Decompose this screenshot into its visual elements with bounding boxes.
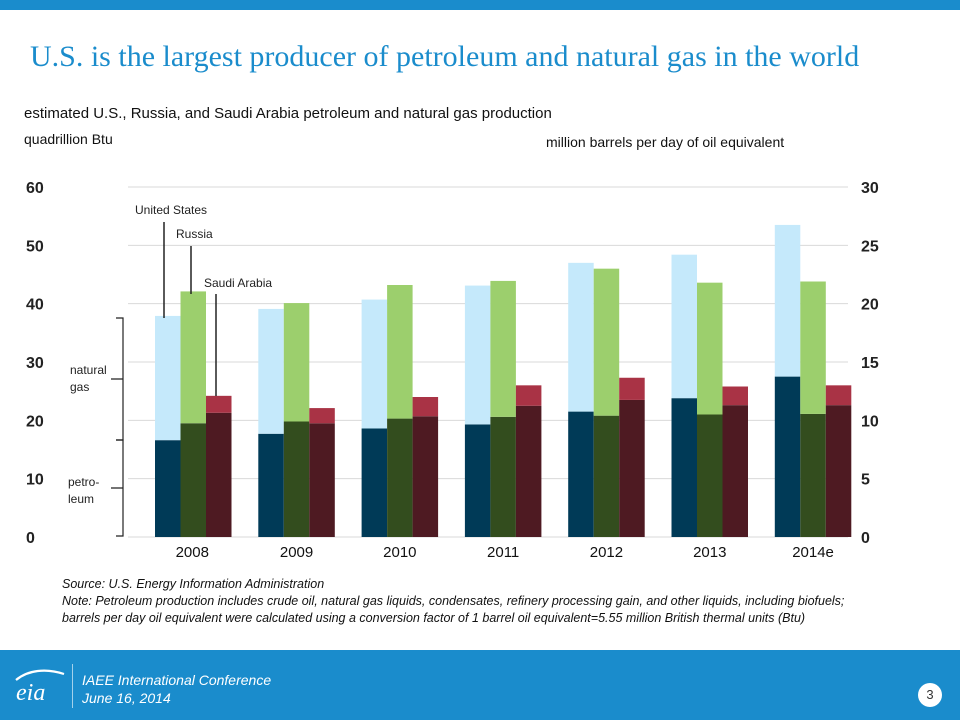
left-axis-tick-label: 40 [26,297,44,314]
source-text: Source: U.S. Energy Information Administ… [62,577,325,591]
footer-bar: eia IAEE International Conference June 1… [0,650,960,720]
category-label: 2013 [693,544,726,561]
bar-russia-natural-gas [180,291,206,424]
bar-saudi-arabia-petroleum [515,405,542,537]
petroleum-bracket-label: petro- [68,475,99,489]
bar-russia-natural-gas [800,281,826,414]
right-axis-tick-label: 25 [861,238,879,255]
bar-saudi-arabia-natural-gas [206,395,232,413]
bar-united-states-petroleum [155,440,181,537]
bar-russia-natural-gas [387,285,413,419]
bar-united-states-natural-gas [258,308,284,434]
category-label: 2011 [487,544,519,561]
conference-name: IAEE International Conference [82,672,272,688]
series-label: Russia [176,227,213,241]
bar-russia-petroleum [387,418,413,537]
petroleum-bracket [111,439,124,537]
right-axis-tick-label: 30 [861,180,879,197]
bar-saudi-arabia-petroleum [206,412,232,537]
natural-gas-bracket-label: gas [70,380,89,394]
bar-united-states-petroleum [361,428,388,537]
production-chart: 0 10 20 30 40 50 60 0 5 10 15 20 25 30 2008 2009 2010 201… [26,180,879,561]
bar-saudi-arabia-natural-gas [722,386,748,406]
bar-united-states-natural-gas [671,254,697,399]
bar-russia-petroleum [283,421,310,537]
source-note: Source: U.S. Energy Information Administ… [62,576,862,627]
left-axis-tick-label: 0 [26,530,35,547]
bar-saudi-arabia-petroleum [825,405,852,537]
bar-united-states-natural-gas [464,285,491,425]
left-axis-tick-label: 30 [26,355,44,372]
bar-saudi-arabia-petroleum [309,423,335,537]
bar-russia-natural-gas [697,282,723,415]
bar-russia-natural-gas [490,280,516,417]
bar-russia-natural-gas [593,268,620,416]
left-axis-unit: quadrillion Btu [24,131,113,147]
right-axis-tick-label: 5 [861,472,870,489]
bar-united-states-petroleum [258,433,284,537]
series-label: United States [135,203,207,217]
chart-subtitle: estimated U.S., Russia, and Saudi Arabia… [24,105,552,122]
right-axis-tick-label: 15 [861,355,879,372]
conference-date: June 16, 2014 [82,690,171,706]
page-title: U.S. is the largest producer of petroleu… [30,40,860,73]
bar-united-states-natural-gas [155,315,181,441]
bar-united-states-petroleum [671,398,697,537]
bar-saudi-arabia-petroleum [412,416,439,537]
left-axis-tick-label: 50 [26,238,44,255]
right-axis-tick-label: 20 [861,297,879,314]
bar-saudi-arabia-petroleum [722,405,748,537]
logo-text: eia [16,680,45,706]
bar-saudi-arabia-natural-gas [412,397,439,417]
note-text: Note: Petroleum production includes crud… [62,594,845,625]
page-number: 3 [918,683,942,707]
category-label: 2014e [792,544,834,561]
bar-united-states-natural-gas [568,262,594,412]
category-label: 2012 [590,544,623,561]
bar-saudi-arabia-natural-gas [825,385,852,406]
bar-russia-petroleum [180,423,206,537]
left-axis-tick-label: 20 [26,413,44,430]
bar-russia-petroleum [800,413,826,537]
bar-united-states-natural-gas [361,299,388,429]
bar-united-states-petroleum [568,411,594,537]
left-axis-tick-label: 60 [26,180,44,197]
category-label: 2009 [280,544,313,561]
category-label: 2010 [383,544,416,561]
top-accent-bar [0,0,960,10]
bar-united-states-natural-gas [774,224,801,377]
petroleum-bracket-label: leum [68,492,94,506]
right-axis-unit: million barrels per day of oil equivalen… [546,134,785,150]
bar-saudi-arabia-natural-gas [619,377,645,400]
natural-gas-bracket [111,317,124,441]
series-label: Saudi Arabia [204,276,272,290]
bar-russia-natural-gas [283,303,310,422]
bar-russia-petroleum [490,416,516,537]
right-axis-tick-label: 10 [861,413,879,430]
bar-united-states-petroleum [464,424,491,537]
bar-russia-petroleum [593,415,620,537]
bar-saudi-arabia-natural-gas [309,408,335,424]
right-axis-tick-label: 0 [861,530,870,547]
bar-saudi-arabia-natural-gas [515,385,542,406]
left-axis-tick-label: 10 [26,472,44,489]
footer-divider [72,664,73,708]
bar-united-states-petroleum [774,376,801,537]
category-label: 2008 [176,544,209,561]
eia-logo-icon: eia [15,669,65,706]
natural-gas-bracket-label: natural [70,363,107,377]
bar-saudi-arabia-petroleum [619,399,645,537]
bar-russia-petroleum [697,414,723,537]
